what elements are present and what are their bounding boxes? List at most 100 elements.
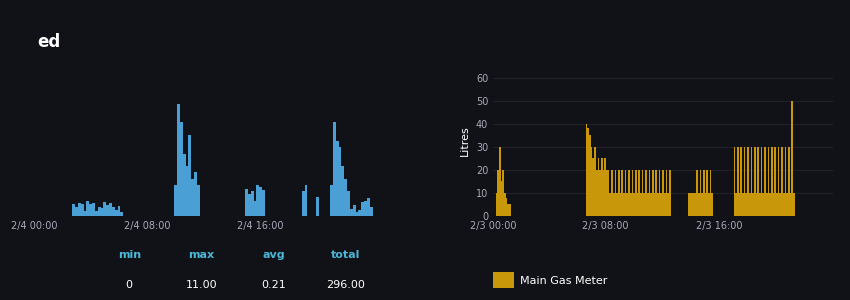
Bar xyxy=(502,170,504,216)
Bar xyxy=(589,135,591,216)
Bar xyxy=(599,170,601,216)
Bar xyxy=(652,170,654,216)
Bar xyxy=(350,209,353,216)
Bar xyxy=(616,193,618,216)
Text: max: max xyxy=(189,250,214,260)
Bar xyxy=(667,193,669,216)
Bar xyxy=(361,202,364,216)
Bar xyxy=(598,158,599,216)
Bar xyxy=(608,170,609,216)
Bar xyxy=(669,170,671,216)
Bar xyxy=(771,147,773,216)
Bar xyxy=(769,193,771,216)
Bar xyxy=(638,170,640,216)
Bar xyxy=(618,170,620,216)
Bar xyxy=(92,203,95,216)
Bar xyxy=(189,135,191,216)
Bar xyxy=(336,141,338,216)
Bar xyxy=(333,122,336,216)
Bar xyxy=(100,208,104,216)
Bar xyxy=(180,122,183,216)
Text: avg: avg xyxy=(263,250,285,260)
Text: 0: 0 xyxy=(126,280,133,290)
Bar xyxy=(650,193,652,216)
Bar xyxy=(781,147,783,216)
Bar xyxy=(355,212,359,216)
Bar xyxy=(710,170,711,216)
Bar xyxy=(174,185,177,216)
Bar xyxy=(504,193,506,216)
Bar xyxy=(662,170,664,216)
Bar xyxy=(633,193,635,216)
Bar xyxy=(657,193,659,216)
Bar xyxy=(693,193,694,216)
Bar xyxy=(626,193,628,216)
Bar xyxy=(304,185,308,216)
Bar xyxy=(742,193,744,216)
Bar xyxy=(257,185,259,216)
Bar xyxy=(245,189,248,216)
Bar xyxy=(703,170,705,216)
Bar xyxy=(642,170,643,216)
Bar xyxy=(759,193,761,216)
Bar xyxy=(779,193,781,216)
Bar xyxy=(586,124,587,216)
Bar xyxy=(637,193,638,216)
Bar xyxy=(691,193,693,216)
Bar xyxy=(647,193,649,216)
Bar xyxy=(756,193,757,216)
Bar xyxy=(776,193,778,216)
Bar xyxy=(666,170,667,216)
Bar xyxy=(632,170,633,216)
Bar xyxy=(248,194,251,216)
Bar xyxy=(739,193,740,216)
Bar xyxy=(253,201,257,216)
Bar xyxy=(688,193,689,216)
Bar xyxy=(81,204,83,216)
Bar xyxy=(783,193,785,216)
Bar xyxy=(601,158,603,216)
Bar xyxy=(262,190,265,216)
Bar xyxy=(788,147,790,216)
Bar xyxy=(302,191,304,216)
Bar xyxy=(623,193,625,216)
Bar xyxy=(735,193,737,216)
Bar xyxy=(745,193,747,216)
Bar xyxy=(370,207,372,216)
Bar xyxy=(620,193,621,216)
Bar xyxy=(645,170,647,216)
Bar xyxy=(744,147,745,216)
Text: Main Gas Meter: Main Gas Meter xyxy=(520,275,608,286)
Bar xyxy=(98,207,100,216)
Bar xyxy=(694,193,696,216)
Bar xyxy=(177,103,180,216)
Bar xyxy=(764,147,766,216)
Bar xyxy=(635,170,637,216)
Bar xyxy=(659,170,660,216)
Bar xyxy=(109,203,112,216)
Bar xyxy=(706,170,708,216)
Bar xyxy=(609,193,611,216)
Bar xyxy=(660,193,662,216)
Bar xyxy=(630,193,632,216)
Bar xyxy=(338,147,342,216)
Bar xyxy=(359,210,361,216)
Bar xyxy=(640,193,642,216)
Bar xyxy=(734,147,735,216)
Bar xyxy=(330,185,333,216)
Text: 0.21: 0.21 xyxy=(261,280,286,290)
Bar xyxy=(121,212,123,216)
Bar xyxy=(344,178,347,216)
Bar xyxy=(613,193,615,216)
Bar xyxy=(606,170,608,216)
Bar xyxy=(711,193,713,216)
Bar xyxy=(768,147,769,216)
Bar xyxy=(591,147,592,216)
Bar xyxy=(87,201,89,216)
Bar xyxy=(251,191,253,216)
Bar xyxy=(507,205,509,216)
Bar xyxy=(367,198,370,216)
Bar xyxy=(509,205,511,216)
Bar xyxy=(790,193,791,216)
Bar xyxy=(603,170,604,216)
